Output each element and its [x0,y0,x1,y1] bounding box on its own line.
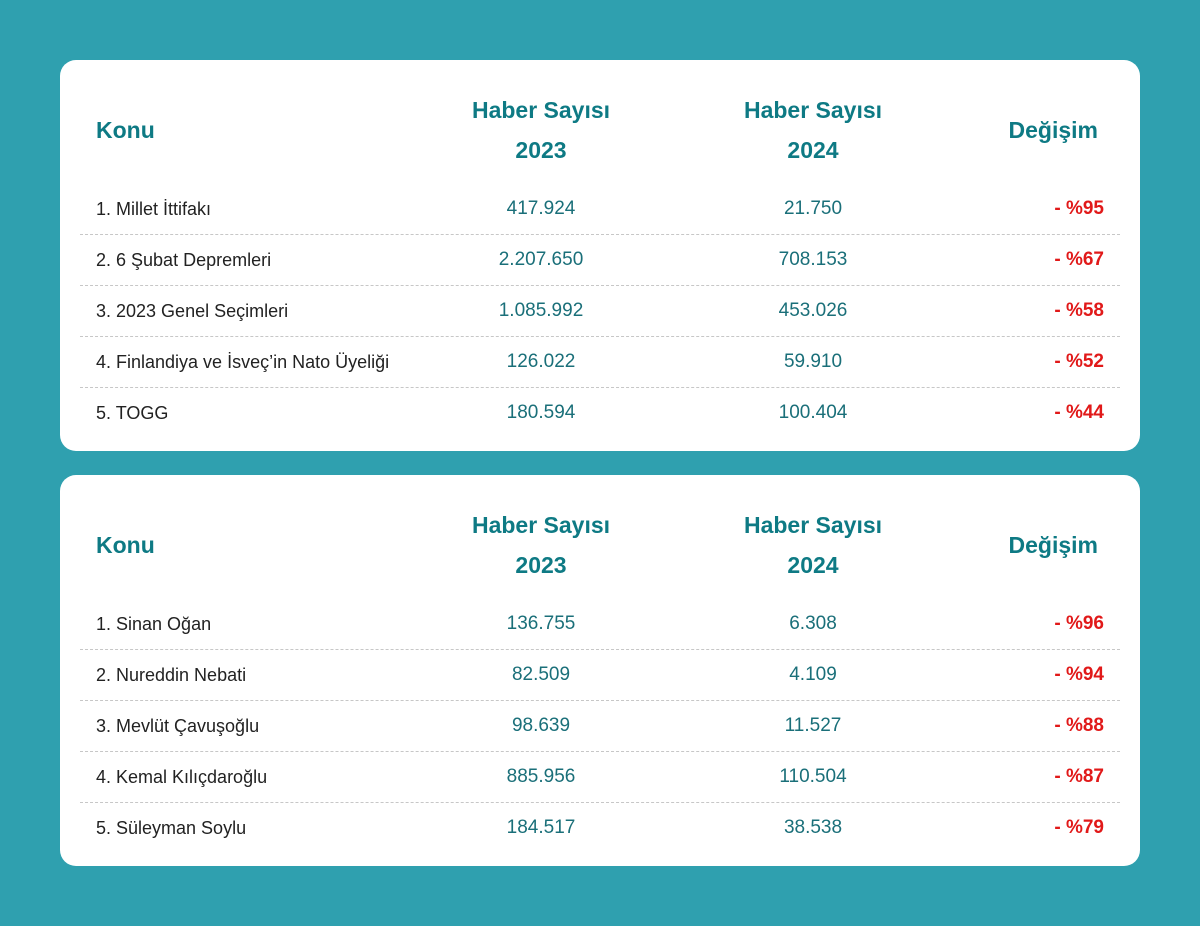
header-count-2024-year: 2024 [787,137,839,163]
table-row: 4. Kemal Kılıçdaroğlu 885.956 110.504 - … [80,752,1120,803]
header-change: Değişim [1008,532,1098,558]
header-count-2024: Haber Sayısı 2024 [703,505,923,585]
table-card-topics: Konu Haber Sayısı 2023 Haber Sayısı 2024… [60,60,1140,451]
table-row: 5. TOGG 180.594 100.404 - %44 [80,388,1120,438]
count-2024-cell: 59.910 [783,351,843,372]
table-row: 2. 6 Şubat Depremleri 2.207.650 708.153 … [80,235,1120,286]
change-cell: - %52 [1054,351,1104,372]
header-count-2024-label: Haber Sayısı [743,512,883,538]
change-cell: - %79 [1054,817,1104,838]
table-body: 1. Millet İttifakı 417.924 21.750 - %95 … [80,184,1120,438]
count-2024-cell: 11.527 [784,715,842,736]
count-2023-cell: 136.755 [506,613,576,634]
change-cell: - %87 [1054,766,1104,787]
count-2023-cell: 885.956 [506,766,576,787]
table-body: 1. Sinan Oğan 136.755 6.308 - %96 2. Nur… [80,599,1120,853]
count-2023-cell: 180.594 [506,402,576,423]
topic-cell: 2. Nureddin Nebati [96,665,247,685]
topic-cell: 1. Millet İttifakı [96,199,212,219]
table-header: Konu Haber Sayısı 2023 Haber Sayısı 2024… [60,475,1140,605]
table-card-politicians: Konu Haber Sayısı 2023 Haber Sayısı 2024… [60,475,1140,866]
count-2023-cell: 184.517 [506,817,576,838]
header-topic: Konu [96,532,155,558]
topic-cell: 3. Mevlüt Çavuşoğlu [96,716,260,736]
count-2023-cell: 82.509 [511,664,571,685]
count-2024-cell: 100.404 [778,402,848,423]
header-count-2024-label: Haber Sayısı [743,97,883,123]
count-2024-cell: 708.153 [778,249,848,270]
count-2023-cell: 126.022 [506,351,576,372]
topic-cell: 1. Sinan Oğan [96,614,212,634]
count-2024-cell: 21.750 [783,198,843,219]
table-row: 4. Finlandiya ve İsveç’in Nato Üyeliği 1… [80,337,1120,388]
count-2024-cell: 38.538 [783,817,843,838]
header-topic: Konu [96,117,155,143]
header-count-2023-label: Haber Sayısı [471,97,611,123]
table-row: 1. Millet İttifakı 417.924 21.750 - %95 [80,184,1120,235]
count-2024-cell: 453.026 [778,300,848,321]
topic-cell: 4. Kemal Kılıçdaroğlu [96,767,268,787]
table-row: 3. 2023 Genel Seçimleri 1.085.992 453.02… [80,286,1120,337]
count-2024-cell: 110.504 [779,766,847,787]
table-row: 2. Nureddin Nebati 82.509 4.109 - %94 [80,650,1120,701]
header-count-2024-year: 2024 [787,552,839,578]
header-count-2023-label: Haber Sayısı [471,512,611,538]
header-count-2023: Haber Sayısı 2023 [431,90,651,170]
count-2023-cell: 1.085.992 [498,300,584,321]
count-2023-cell: 2.207.650 [498,249,584,270]
change-cell: - %95 [1054,198,1104,219]
topic-cell: 4. Finlandiya ve İsveç’in Nato Üyeliği [96,352,390,372]
table-row: 5. Süleyman Soylu 184.517 38.538 - %79 [80,803,1120,853]
change-cell: - %44 [1054,402,1104,423]
topic-cell: 2. 6 Şubat Depremleri [96,250,272,270]
table-row: 3. Mevlüt Çavuşoğlu 98.639 11.527 - %88 [80,701,1120,752]
table-row: 1. Sinan Oğan 136.755 6.308 - %96 [80,599,1120,650]
table-header: Konu Haber Sayısı 2023 Haber Sayısı 2024… [60,60,1140,190]
header-count-2023-year: 2023 [515,552,567,578]
change-cell: - %96 [1054,613,1104,634]
header-count-2023: Haber Sayısı 2023 [431,505,651,585]
header-count-2024: Haber Sayısı 2024 [703,90,923,170]
count-2024-cell: 6.308 [789,613,837,634]
header-change: Değişim [1008,117,1098,143]
topic-cell: 5. Süleyman Soylu [96,818,247,838]
change-cell: - %58 [1054,300,1104,321]
count-2023-cell: 417.924 [506,198,576,219]
change-cell: - %94 [1054,664,1104,685]
change-cell: - %67 [1054,249,1104,270]
topic-cell: 3. 2023 Genel Seçimleri [96,301,289,321]
count-2023-cell: 98.639 [511,715,571,736]
count-2024-cell: 4.109 [789,664,837,685]
topic-cell: 5. TOGG [96,403,169,423]
header-count-2023-year: 2023 [515,137,567,163]
change-cell: - %88 [1054,715,1104,736]
